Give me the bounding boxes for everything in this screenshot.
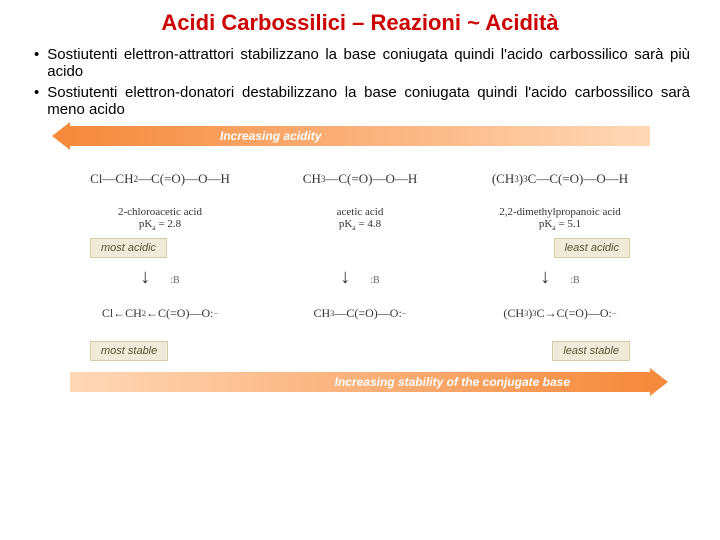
acid-structures-row: Cl—CH2—C(=O)—O—H 2-chloroacetic acid pKa… bbox=[60, 154, 660, 232]
base-structure-1: CH3—C(=O)—O:− bbox=[260, 291, 460, 335]
down-arrow-icon: ↓:B bbox=[460, 266, 660, 289]
base-structures-row: Cl←CH2←C(=O)—O:− CH3—C(=O)—O:− (CH3)3C→C… bbox=[60, 291, 660, 335]
base-label: :B bbox=[370, 275, 379, 286]
bullet-list: • Sostiutenti elettron-attrattori stabil… bbox=[30, 46, 690, 118]
base-col-2: (CH3)3C→C(=O)—O:− bbox=[460, 291, 660, 335]
base-structure-0: Cl←CH2←C(=O)—O:− bbox=[60, 291, 260, 335]
most-acidic-tag: most acidic bbox=[90, 238, 167, 258]
page-title: Acidi Carbossilici – Reazioni ~ Acidità bbox=[30, 10, 690, 36]
down-arrow-icon: ↓:B bbox=[60, 266, 260, 289]
arrow-col-1: ↓:B bbox=[260, 264, 460, 291]
slide-container: Acidi Carbossilici – Reazioni ~ Acidità … bbox=[0, 0, 720, 410]
acid-col-0: Cl—CH2—C(=O)—O—H 2-chloroacetic acid pKa… bbox=[60, 154, 260, 232]
down-arrow-icon: ↓:B bbox=[260, 266, 460, 289]
bullet-text: Sostiutenti elettron-attrattori stabiliz… bbox=[47, 46, 690, 80]
arrow-top-label: Increasing acidity bbox=[70, 129, 650, 143]
arrows-row: ↓:B ↓:B ↓:B bbox=[60, 264, 660, 291]
arrow-bottom-label: Increasing stability of the conjugate ba… bbox=[70, 375, 650, 389]
acid-name-0: 2-chloroacetic acid bbox=[60, 206, 260, 218]
base-col-1: CH3—C(=O)—O:− bbox=[260, 291, 460, 335]
structure-0: Cl—CH2—C(=O)—O—H bbox=[60, 154, 260, 204]
base-col-0: Cl←CH2←C(=O)—O:− bbox=[60, 291, 260, 335]
bullet-dot-icon: • bbox=[34, 84, 39, 101]
bullet-item: • Sostiutenti elettron-attrattori stabil… bbox=[30, 46, 690, 80]
base-label: :B bbox=[570, 275, 579, 286]
base-label: :B bbox=[170, 275, 179, 286]
structure-1: CH3—C(=O)—O—H bbox=[260, 154, 460, 204]
pka-1: pKa = 4.8 bbox=[260, 218, 460, 232]
bullet-dot-icon: • bbox=[34, 46, 39, 63]
acid-col-2: (CH3)3C—C(=O)—O—H 2,2-dimethylpropanoic … bbox=[460, 154, 660, 232]
arrow-col-0: ↓:B bbox=[60, 264, 260, 291]
acidity-tags-row: most acidic least acidic bbox=[90, 232, 630, 264]
pka-2: pKa = 5.1 bbox=[460, 218, 660, 232]
base-structure-2: (CH3)3C→C(=O)—O:− bbox=[460, 291, 660, 335]
pka-0: pKa = 2.8 bbox=[60, 218, 260, 232]
acidity-arrow: Increasing acidity bbox=[70, 126, 650, 146]
acid-col-1: CH3—C(=O)—O—H acetic acid pKa = 4.8 bbox=[260, 154, 460, 232]
least-acidic-tag: least acidic bbox=[554, 238, 630, 258]
acid-name-1: acetic acid bbox=[260, 206, 460, 218]
most-stable-tag: most stable bbox=[90, 341, 168, 361]
bullet-text: Sostiutenti elettron-donatori destabiliz… bbox=[47, 84, 690, 118]
acid-name-2: 2,2-dimethylpropanoic acid bbox=[460, 206, 660, 218]
stability-tags-row: most stable least stable bbox=[90, 335, 630, 367]
least-stable-tag: least stable bbox=[552, 341, 630, 361]
stability-arrow: Increasing stability of the conjugate ba… bbox=[70, 372, 650, 392]
bullet-item: • Sostiutenti elettron-donatori destabil… bbox=[30, 84, 690, 118]
arrow-col-2: ↓:B bbox=[460, 264, 660, 291]
structure-2: (CH3)3C—C(=O)—O—H bbox=[460, 154, 660, 204]
